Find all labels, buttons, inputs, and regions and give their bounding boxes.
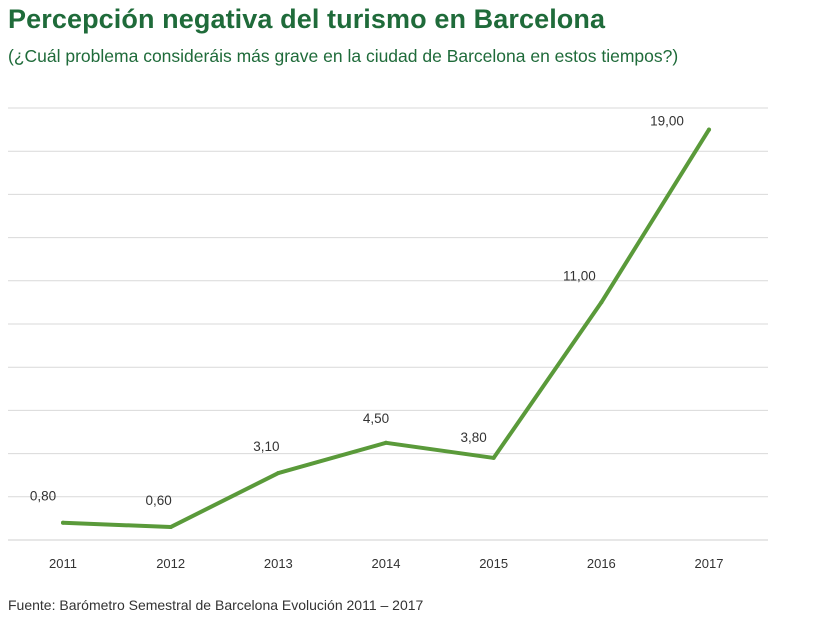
data-point bbox=[61, 520, 65, 525]
x-tick-label: 2013 bbox=[264, 556, 293, 571]
data-point bbox=[276, 471, 281, 476]
data-label: 0,80 bbox=[30, 489, 56, 504]
data-label: 19,00 bbox=[650, 114, 684, 129]
data-label: 11,00 bbox=[563, 268, 596, 283]
data-label: 3,80 bbox=[461, 430, 487, 445]
x-tick-label: 2012 bbox=[156, 556, 185, 571]
x-tick-label: 2017 bbox=[695, 556, 724, 571]
data-label: 4,50 bbox=[363, 411, 389, 426]
x-tick-label: 2015 bbox=[479, 556, 508, 571]
data-label: 0,60 bbox=[146, 493, 172, 508]
source-note: Fuente: Barómetro Semestral de Barcelona… bbox=[8, 597, 424, 613]
x-tick-label: 2016 bbox=[587, 556, 616, 571]
data-point bbox=[168, 525, 173, 530]
x-tick-label: 2014 bbox=[372, 556, 401, 571]
line-chart: 2011 2012 2013 2014 2015 2016 2017 0,80 0,60 3,10… bbox=[8, 107, 768, 571]
data-point bbox=[491, 455, 496, 460]
x-tick-label: 2011 bbox=[49, 556, 77, 571]
chart-area: 2011 2012 2013 2014 2015 2016 2017 0,80 0,60 3,10… bbox=[0, 100, 827, 580]
chart-subtitle: (¿Cuál problema consideráis más grave en… bbox=[8, 46, 679, 66]
data-point bbox=[707, 127, 711, 132]
data-label: 3,10 bbox=[253, 439, 279, 454]
data-point bbox=[599, 300, 604, 305]
chart-title: Percepción negativa del turismo en Barce… bbox=[8, 4, 606, 34]
data-point bbox=[384, 440, 388, 445]
